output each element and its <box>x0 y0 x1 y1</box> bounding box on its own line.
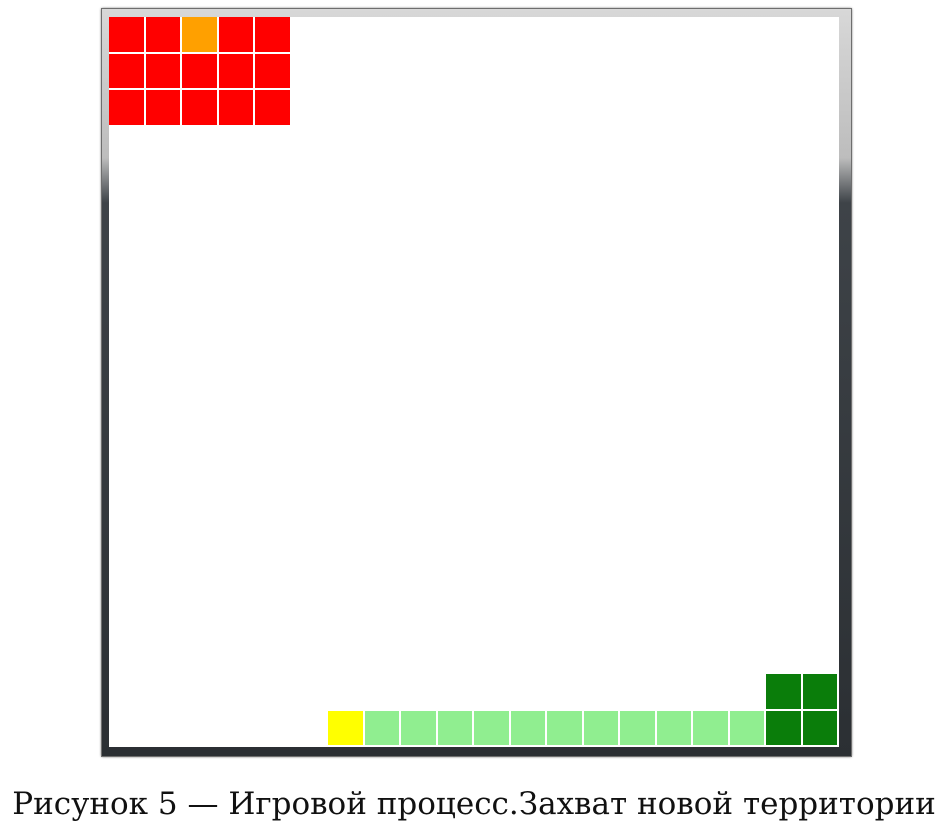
green-trail-cell <box>693 710 730 747</box>
green-trail-cell <box>474 710 511 747</box>
red-territory-cell <box>145 17 182 54</box>
green-trail-cell <box>729 710 766 747</box>
red-territory-cell <box>109 90 146 127</box>
green-trail-cell <box>401 710 438 747</box>
red-territory-cell <box>109 17 146 54</box>
green-territory-cell <box>766 710 803 747</box>
red-player-cell <box>182 17 219 54</box>
red-territory-cell <box>255 17 292 54</box>
red-territory-cell <box>218 53 255 90</box>
green-trail-cell <box>547 710 584 747</box>
red-territory-cell <box>218 17 255 54</box>
green-trail-cell <box>583 710 620 747</box>
green-trail-cell <box>364 710 401 747</box>
red-territory-cell <box>255 53 292 90</box>
game-board[interactable] <box>109 17 839 747</box>
green-territory-cell <box>802 674 839 711</box>
green-trail-cell <box>620 710 657 747</box>
green-territory-cell <box>766 674 803 711</box>
green-trail-cell <box>510 710 547 747</box>
red-territory-cell <box>182 90 219 127</box>
game-window-frame <box>101 8 852 757</box>
red-territory-cell <box>182 53 219 90</box>
green-trail-cell <box>656 710 693 747</box>
green-territory-cell <box>802 710 839 747</box>
green-trail-cell <box>437 710 474 747</box>
red-territory-cell <box>145 90 182 127</box>
red-territory-cell <box>145 53 182 90</box>
red-territory-cell <box>109 53 146 90</box>
figure-caption: Рисунок 5 — Игровой процесс.Захват новой… <box>12 786 936 822</box>
red-territory-cell <box>218 90 255 127</box>
green-player-cell <box>328 710 365 747</box>
red-territory-cell <box>255 90 292 127</box>
